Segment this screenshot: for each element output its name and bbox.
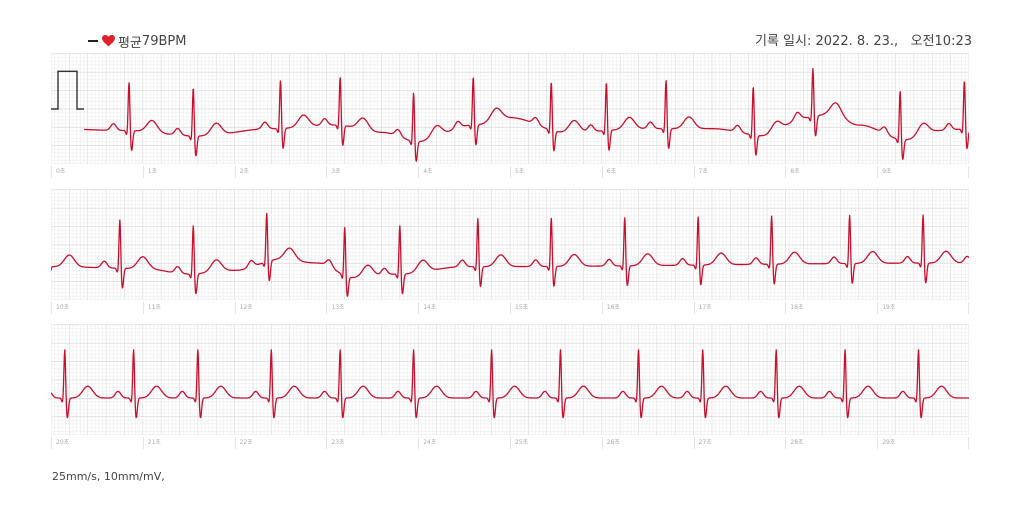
second-tick	[51, 437, 52, 449]
second-tick	[51, 302, 52, 314]
second-tick	[785, 302, 787, 314]
ecg-strip-3	[51, 324, 969, 435]
second-tick	[142, 437, 144, 449]
second-tick	[693, 302, 695, 314]
second-label: 24초	[423, 439, 437, 446]
second-labels-strip-1: 0초 1초 2초 3초 4초 5초 6초 7초 8초 9초	[51, 166, 969, 178]
ecg-trace	[51, 212, 969, 297]
second-tick	[601, 437, 603, 449]
second-tick	[234, 302, 236, 314]
calibration-pulse	[51, 70, 84, 110]
ecg-trace	[51, 349, 969, 419]
second-label: 27초	[698, 439, 712, 446]
second-label: 2초	[239, 168, 249, 175]
second-label: 19초	[882, 304, 896, 311]
second-tick	[418, 437, 420, 449]
second-label: 16초	[606, 304, 620, 311]
second-label: 25초	[515, 439, 529, 446]
second-tick	[326, 437, 328, 449]
second-tick	[142, 302, 144, 314]
second-label: 29초	[882, 439, 896, 446]
record-date: 2022. 8. 23.,	[815, 34, 899, 49]
average-bpm-value: 79BPM	[141, 33, 187, 49]
second-tick	[693, 437, 695, 449]
second-label: 28초	[790, 439, 804, 446]
second-tick	[234, 166, 236, 178]
second-tick	[51, 166, 52, 178]
second-label: 7초	[698, 168, 708, 175]
second-label: 6초	[606, 168, 617, 175]
second-label: 20초	[56, 439, 70, 446]
second-tick	[601, 302, 603, 314]
second-tick	[234, 437, 236, 449]
second-label: 11초	[147, 304, 161, 311]
second-label: 22초	[239, 439, 253, 446]
second-label: 8초	[790, 168, 800, 175]
second-label: 9초	[882, 168, 892, 175]
ecg-grid-and-trace	[51, 189, 969, 300]
second-tick	[785, 166, 787, 178]
legend: 평균 79BPM	[88, 32, 187, 51]
second-label: 0초	[56, 168, 66, 175]
second-tick	[877, 302, 879, 314]
second-tick	[510, 166, 511, 178]
second-label: 3초	[331, 168, 341, 175]
second-tick	[142, 166, 144, 178]
second-tick	[418, 166, 420, 178]
second-tick	[693, 166, 695, 178]
heart-icon	[102, 35, 115, 47]
second-tick	[510, 437, 511, 449]
second-tick	[326, 166, 328, 178]
record-label: 기록 일시:	[755, 34, 812, 49]
second-label: 15초	[515, 304, 529, 311]
record-time: 오전10:23	[910, 34, 972, 49]
second-label: 10초	[56, 304, 70, 311]
second-label: 17초	[698, 304, 712, 311]
second-tick	[877, 437, 879, 449]
second-label: 23초	[331, 439, 345, 446]
second-label: 12초	[239, 304, 253, 311]
second-tick	[510, 302, 511, 314]
second-labels-strip-3: 20초 21초 22초 23초 24초 25초 26초 27초 28초 29초	[51, 437, 969, 449]
second-tick	[877, 166, 879, 178]
ecg-grid-and-trace	[51, 324, 969, 435]
legend-line-swatch	[88, 40, 98, 42]
second-tick	[601, 166, 603, 178]
second-label: 5초	[515, 168, 525, 175]
second-tick	[785, 437, 787, 449]
recording-settings: 25mm/s, 10mm/mV,	[52, 470, 165, 483]
second-label: 13초	[331, 304, 345, 311]
second-tick	[968, 302, 969, 314]
second-label: 4초	[423, 168, 433, 175]
second-tick	[326, 302, 328, 314]
second-label: 18초	[790, 304, 804, 311]
second-label: 21초	[147, 439, 161, 446]
ecg-strip-1	[51, 53, 969, 164]
average-label: 평균	[118, 35, 142, 51]
second-labels-strip-2: 10초 11초 12초 13초 14초 15초 16초 17초 18초 19초	[51, 302, 969, 314]
second-tick	[968, 166, 969, 178]
second-tick	[418, 302, 420, 314]
second-label: 26초	[606, 439, 620, 446]
second-label: 14초	[423, 304, 437, 311]
second-tick	[968, 437, 969, 449]
record-datetime: 기록 일시: 2022. 8. 23., 오전10:23	[755, 30, 972, 49]
ecg-trace	[83, 68, 969, 162]
ecg-strip-2	[51, 189, 969, 300]
ecg-grid-and-trace	[51, 53, 969, 164]
second-label: 1초	[147, 168, 158, 175]
